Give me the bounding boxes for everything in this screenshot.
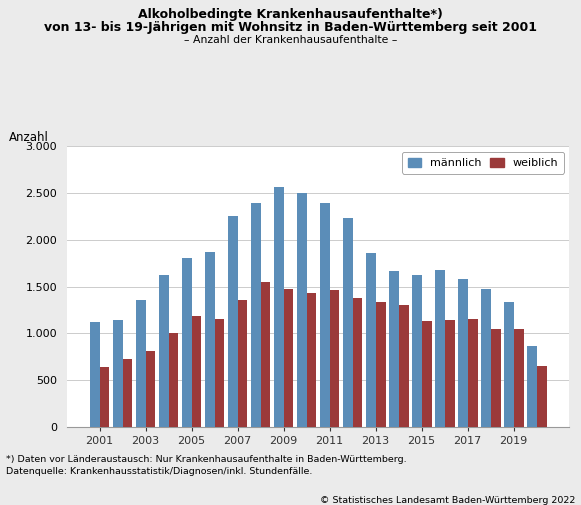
Text: © Statistisches Landesamt Baden-Württemberg 2022: © Statistisches Landesamt Baden-Württemb… <box>320 496 575 505</box>
Text: Alkoholbedingte Krankenhausaufenthalte*): Alkoholbedingte Krankenhausaufenthalte*) <box>138 8 443 21</box>
Bar <box>504 301 514 427</box>
Bar <box>365 253 375 427</box>
Bar <box>399 305 408 427</box>
Bar <box>343 218 353 427</box>
Bar <box>389 271 399 427</box>
Bar <box>284 289 293 427</box>
Bar <box>159 275 168 427</box>
Bar <box>89 322 99 427</box>
Bar <box>146 351 156 427</box>
Bar <box>514 329 523 427</box>
Bar <box>537 367 547 427</box>
Text: *) Daten vor Länderaustausch: Nur Krankenhausaufenthalte in Baden-Württemberg.: *) Daten vor Länderaustausch: Nur Kranke… <box>6 454 407 464</box>
Bar <box>444 320 454 427</box>
Bar <box>353 298 363 427</box>
Bar <box>320 204 329 427</box>
Legend: männlich, weiblich: männlich, weiblich <box>402 152 564 174</box>
Bar <box>113 320 123 427</box>
Bar <box>123 359 132 427</box>
Bar <box>238 300 248 427</box>
Bar <box>480 289 490 427</box>
Bar <box>192 316 202 427</box>
Bar <box>375 302 386 427</box>
Bar <box>412 275 422 427</box>
Bar <box>214 319 224 427</box>
Bar <box>205 252 214 427</box>
Bar <box>490 329 500 427</box>
Bar <box>261 282 271 427</box>
Text: Anzahl: Anzahl <box>9 131 49 143</box>
Bar <box>99 367 109 427</box>
Bar <box>307 293 317 427</box>
Bar <box>168 333 178 427</box>
Bar <box>527 346 537 427</box>
Text: von 13- bis 19-Jährigen mit Wohnsitz in Baden-Württemberg seit 2001: von 13- bis 19-Jährigen mit Wohnsitz in … <box>44 21 537 34</box>
Bar <box>228 216 238 427</box>
Bar <box>468 319 478 427</box>
Bar <box>435 270 444 427</box>
Bar <box>297 193 307 427</box>
Bar <box>274 187 284 427</box>
Text: – Anzahl der Krankenhausaufenthalte –: – Anzahl der Krankenhausaufenthalte – <box>184 35 397 45</box>
Bar <box>250 204 261 427</box>
Bar <box>182 258 192 427</box>
Bar <box>329 290 339 427</box>
Text: Datenquelle: Krankenhausstatistik/Diagnosen/inkl. Stundenfälle.: Datenquelle: Krankenhausstatistik/Diagno… <box>6 467 312 476</box>
Bar <box>422 321 432 427</box>
Bar <box>136 300 146 427</box>
Bar <box>458 279 468 427</box>
